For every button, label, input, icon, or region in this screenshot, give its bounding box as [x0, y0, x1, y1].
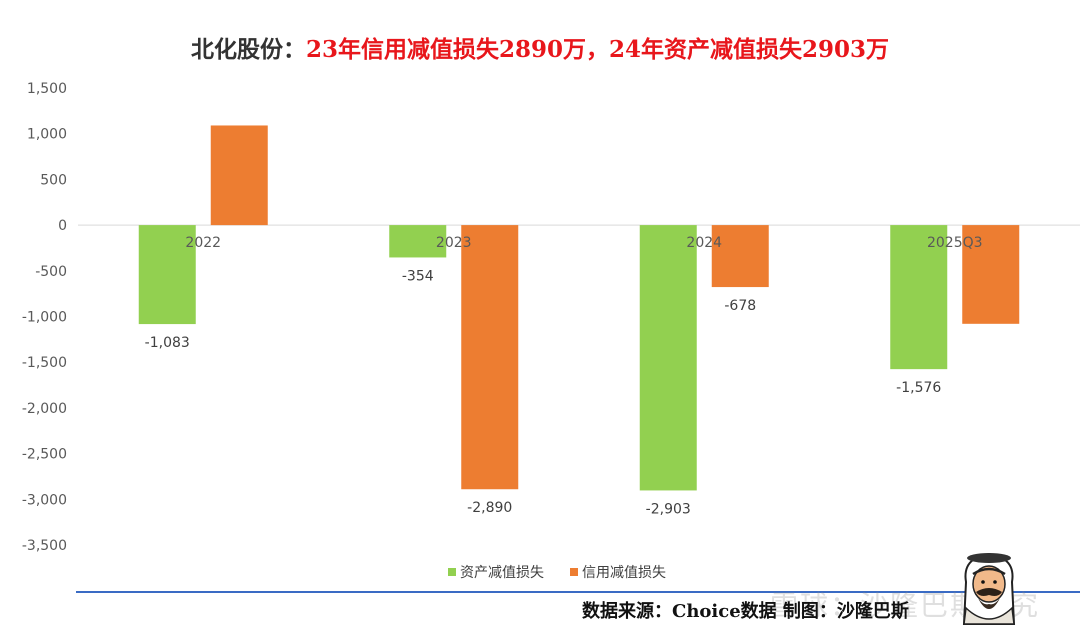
- y-tick-label: -1,500: [22, 355, 67, 371]
- x-tick-label: 2024: [686, 235, 722, 251]
- bar-asset-impairment: [890, 225, 948, 370]
- bar-asset-impairment: [389, 225, 447, 258]
- data-label: -354: [402, 268, 434, 284]
- y-tick-label: 500: [40, 172, 67, 188]
- footer-divider-line: [76, 591, 1080, 593]
- bar-credit-impairment: [962, 225, 1020, 324]
- y-tick-label: 1,500: [27, 81, 67, 97]
- x-tick-label: 2025Q3: [927, 235, 983, 251]
- data-label: -1,576: [896, 380, 941, 396]
- y-tick-label: -3,500: [22, 538, 67, 554]
- chart-title-main: 23年信用减值损失2890万，24年资产减值损失2903万: [305, 36, 890, 63]
- legend-label: 信用减值损失: [582, 565, 666, 581]
- bar-asset-impairment: [639, 225, 697, 491]
- x-tick-label: 2022: [185, 235, 221, 251]
- y-tick-label: 1,000: [27, 127, 67, 143]
- legend-label: 资产减值损失: [460, 565, 544, 581]
- data-source-credit: 数据来源：Choice数据 制图：沙隆巴斯: [582, 601, 909, 622]
- y-tick-label: -3,000: [22, 492, 67, 508]
- y-tick-label: -500: [35, 264, 67, 280]
- mascot-icon: [962, 552, 1016, 625]
- y-tick-label: -2,000: [22, 401, 67, 417]
- data-label: -678: [724, 298, 756, 314]
- x-tick-label: 2023: [436, 235, 472, 251]
- data-label: -2,903: [646, 501, 691, 517]
- bars-group: [138, 125, 1020, 491]
- y-tick-label: 0: [58, 218, 67, 234]
- chart-title-prefix: 北化股份：: [190, 36, 306, 63]
- bar-asset-impairment: [138, 225, 196, 325]
- chart-title: 北化股份：23年信用减值损失2890万，24年资产减值损失2903万: [0, 30, 1080, 64]
- bar-credit-impairment: [210, 125, 268, 226]
- bar-chart: 1,500 1,000 500 0 -500 -1,000 -1,500 -2,000 -2,5…: [22, 81, 1080, 581]
- y-axis-tick-labels: 1,500 1,000 500 0 -500 -1,000 -1,500 -2,000 -2,5…: [22, 81, 67, 554]
- bar-credit-impairment: [461, 225, 519, 490]
- bar-credit-impairment: [711, 225, 769, 288]
- legend: 资产减值损失 信用减值损失: [448, 565, 666, 581]
- data-labels-group: -1,083 -354 -2,890 -2,903 -678 -1,576: [145, 268, 942, 517]
- data-label: -2,890: [467, 500, 512, 516]
- y-tick-label: -1,000: [22, 310, 67, 326]
- x-axis-category-labels: 2022 2023 2024 2025Q3: [185, 235, 982, 251]
- legend-swatch-credit-impairment: [570, 568, 578, 576]
- legend-swatch-asset-impairment: [448, 568, 456, 576]
- data-label: -1,083: [145, 335, 190, 351]
- y-tick-label: -2,500: [22, 447, 67, 463]
